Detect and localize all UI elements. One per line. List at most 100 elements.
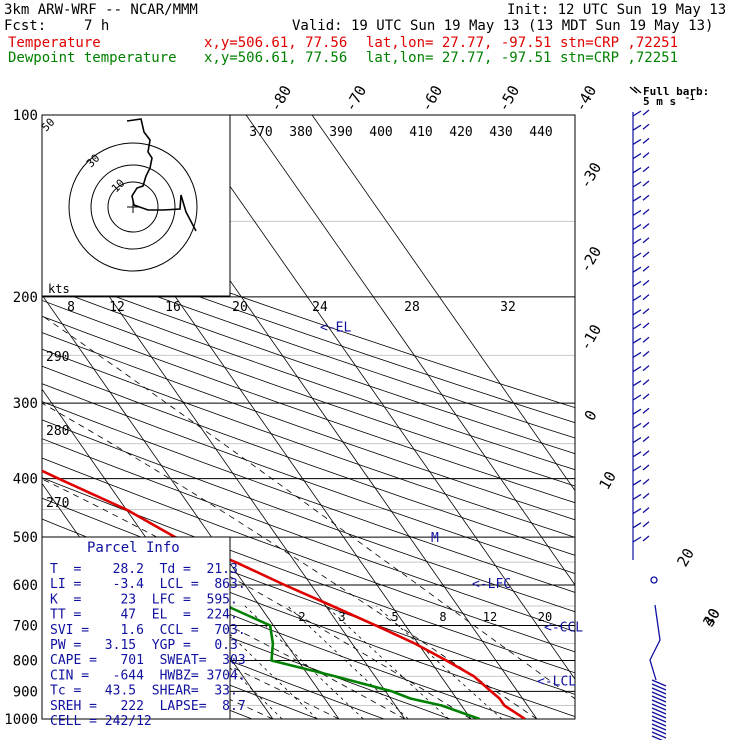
wind-barb: [642, 223, 650, 230]
wind-barb: [642, 322, 650, 329]
mixing-ratio-label: 2: [298, 610, 305, 624]
wind-barb: [632, 451, 642, 458]
legend-dewpoint-stn: stn=CRP ,72251: [560, 50, 679, 66]
isotherm-label: -70: [341, 82, 370, 114]
moist-adiabat: [42, 478, 472, 719]
fcst-label: Fcst:: [4, 18, 47, 34]
hodograph-speed-tick: 24: [312, 300, 328, 315]
isotherm-label: -10: [576, 321, 605, 353]
dry-adiabat: [42, 225, 575, 409]
wind-barb: [632, 266, 642, 273]
wind-barb: [642, 137, 650, 144]
parcel-info-row: PW = 3.15 YGP = 0.3: [50, 638, 238, 653]
theta-label: 410: [409, 125, 432, 140]
parcel-info-row: SVI = 1.6 CCL = 703.: [50, 623, 246, 638]
parcel-info-row: CELL = 242/12: [50, 714, 152, 729]
wind-barb: [651, 695, 667, 703]
wind-barb: [632, 522, 642, 529]
wind-barb: [632, 252, 642, 259]
hodograph-ring: [107, 181, 159, 233]
parcel-info-title: Parcel Info: [87, 540, 180, 556]
pressure-tick-label: 300: [13, 396, 38, 412]
annotation-lcl: <-LCL: [537, 674, 576, 689]
pressure-tick-label: 400: [13, 472, 38, 488]
isotherm-label: -50: [494, 82, 523, 114]
parcel-info-row: SREH = 222 LAPSE= 8.7: [50, 699, 246, 714]
barb-legend-units: 5 m s: [643, 95, 676, 108]
wind-barb: [642, 350, 650, 357]
wind-barb: [642, 237, 650, 244]
parcel-info-row: T = 28.2 Td = 21.3: [50, 562, 238, 577]
hodograph-speed-tick: 16: [165, 300, 181, 315]
theta-label: 280: [46, 424, 69, 439]
hodograph-speed-tick: 12: [109, 300, 125, 315]
wind-barb: [642, 478, 650, 485]
wind-barb: [642, 123, 650, 130]
barb-legend-glyph: [629, 86, 642, 94]
wind-barb: [632, 394, 642, 401]
isotherm-label: -40: [571, 82, 600, 114]
pressure-tick-label: 500: [13, 530, 38, 546]
parcel-info-frame: [41, 536, 231, 720]
wind-barb: [632, 465, 642, 472]
wind-barb: [632, 351, 642, 358]
theta-label: 290: [46, 350, 69, 365]
theta-label: 430: [489, 125, 512, 140]
wind-barbs: [632, 109, 667, 740]
wind-barb: [632, 309, 642, 316]
lower-barb-staff: [649, 604, 661, 681]
hodograph-speed-tick: 8: [67, 300, 75, 315]
theta-label: 420: [449, 125, 472, 140]
theta-label: 440: [529, 125, 552, 140]
dry-adiabat: [42, 254, 575, 439]
wind-barb: [651, 687, 667, 695]
parcel-info-row: CIN = -644 HWBZ= 3704.: [50, 668, 246, 683]
barb-legend-exponent: -1: [685, 93, 695, 102]
theta-label: 370: [249, 125, 272, 140]
wind-barb: [632, 209, 642, 216]
wind-barb: [642, 308, 650, 315]
legend-dewpoint-name: Dewpoint temperature: [8, 50, 177, 66]
wind-barb: [632, 536, 642, 543]
wind-barb: [651, 727, 667, 735]
dry-adiabat: [42, 269, 575, 455]
dry-adiabat: [42, 477, 575, 674]
hodograph-units: kts: [48, 282, 70, 296]
wind-barb: [651, 715, 667, 723]
wind-barb: [651, 723, 667, 731]
mixing-ratio-line: [244, 605, 364, 719]
pressure-tick-label: 800: [13, 653, 38, 669]
pressure-tick-label: 700: [13, 618, 38, 634]
wind-barb: [642, 109, 650, 116]
pressure-tick-label: 900: [13, 684, 38, 700]
mixing-ratio-label: 12: [483, 610, 497, 624]
legend-temperature-latlon: lat,lon= 27.77, -97.51: [366, 35, 552, 51]
hodograph-speed-tick: 32: [500, 300, 516, 315]
wind-barb: [642, 407, 650, 414]
pressure-tick-label: 1000: [4, 712, 38, 728]
wind-barb: [632, 295, 642, 302]
wind-barb: [651, 679, 667, 687]
isotherm-label: 10: [595, 468, 620, 493]
wind-barb: [632, 479, 642, 486]
wind-barb: [632, 366, 642, 373]
legend-dewpoint-xy: x,y=506.61, 77.56: [204, 50, 348, 66]
wind-barb: [642, 436, 650, 443]
model-title: 3km ARW-WRF -- NCAR/MMM: [4, 2, 198, 18]
wind-barb: [642, 507, 650, 514]
wind-barb: [632, 422, 642, 429]
wind-barb: [642, 336, 650, 343]
wind-barb: [642, 251, 650, 258]
hodograph-ring: [68, 142, 198, 272]
annotation-m: M: [431, 531, 439, 546]
wind-barb: [642, 521, 650, 528]
wind-barb: [632, 337, 642, 344]
isotherm-label: -60: [417, 82, 446, 114]
wind-barb: [642, 492, 650, 499]
dry-adiabat: [42, 284, 575, 471]
dry-adiabat: [42, 332, 575, 521]
wind-barb: [642, 208, 650, 215]
wind-barb: [632, 323, 642, 330]
dry-adiabat: [42, 419, 575, 613]
